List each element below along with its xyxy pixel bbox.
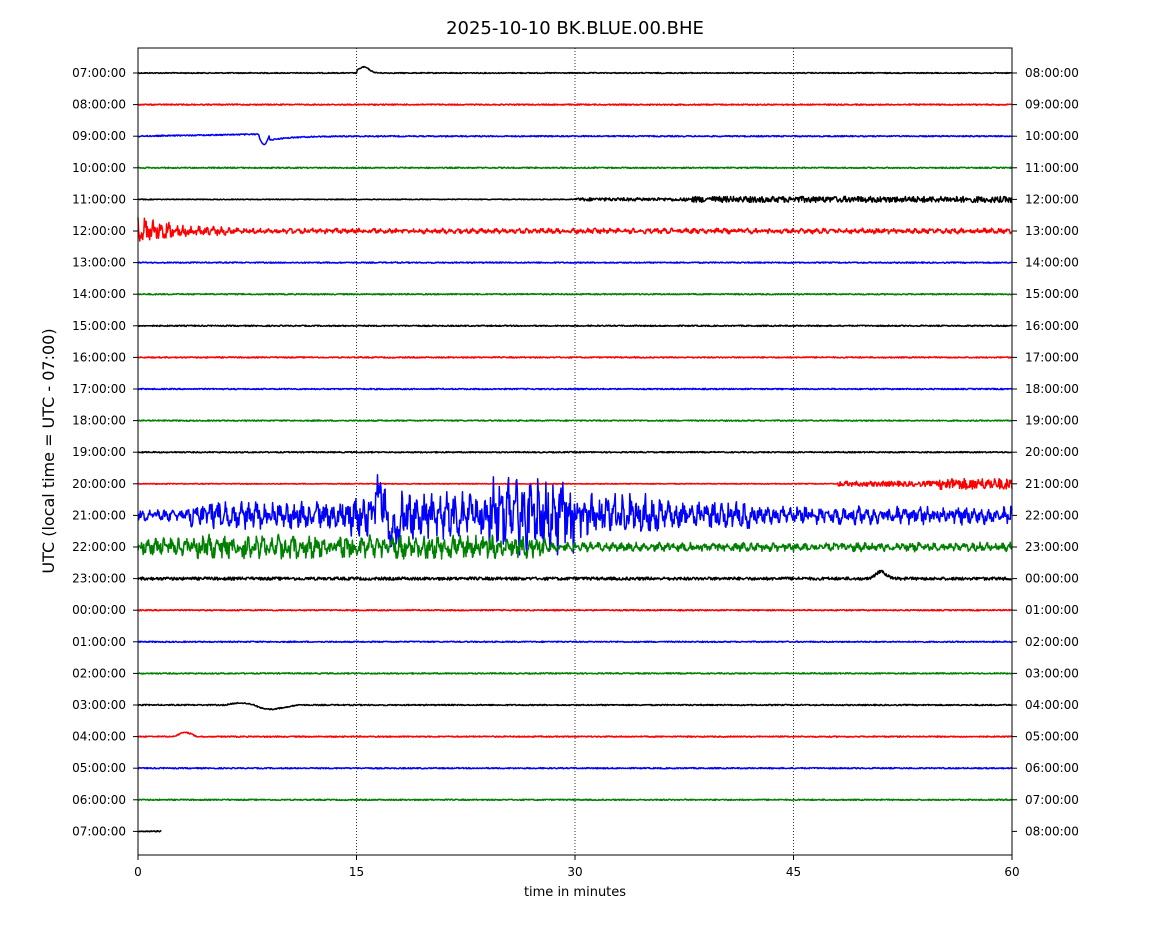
- trace-row-19: [137, 672, 1013, 675]
- grid-layer: [356, 48, 794, 855]
- y-tick-label-left: 13:00:00: [72, 256, 126, 270]
- traces-layer: [137, 65, 1013, 833]
- y-tick-label-right: 16:00:00: [1025, 319, 1079, 333]
- x-axis-ticks: 0 15 30 45 60: [134, 855, 1020, 879]
- y-tick-label-right: 20:00:00: [1025, 445, 1079, 459]
- y-tick-label-left: 11:00:00: [72, 192, 126, 206]
- y-tick-label-left: 04:00:00: [72, 730, 126, 744]
- y-tick-label-right: 19:00:00: [1025, 414, 1079, 428]
- y-tick-label-left: 16:00:00: [72, 350, 126, 364]
- trace-row-18: [137, 640, 1013, 644]
- y-tick-label-right: 17:00:00: [1025, 350, 1079, 364]
- trace-row-16: [137, 569, 1013, 581]
- trace-row-10: [137, 387, 1013, 391]
- trace-row-4: [137, 195, 1013, 204]
- trace-row-24: [137, 830, 162, 833]
- y-tick-label-left: 08:00:00: [72, 98, 126, 112]
- y-tick-label-left: 01:00:00: [72, 635, 126, 649]
- y-tick-label-right: 01:00:00: [1025, 603, 1079, 617]
- trace-row-5: [137, 217, 1013, 242]
- trace-row-15: [137, 533, 1013, 560]
- y-tick-label-left: 10:00:00: [72, 161, 126, 175]
- y-tick-label-right: 08:00:00: [1025, 824, 1079, 838]
- y-tick-label-right: 14:00:00: [1025, 256, 1079, 270]
- y-tick-label-left: 09:00:00: [72, 129, 126, 143]
- y-tick-label-right: 22:00:00: [1025, 508, 1079, 522]
- trace-row-23: [137, 798, 1013, 802]
- y-tick-label-left: 19:00:00: [72, 445, 126, 459]
- y-tick-label-right: 15:00:00: [1025, 287, 1079, 301]
- x-tick-label: 30: [567, 865, 582, 879]
- y-tick-label-left: 12:00:00: [72, 224, 126, 238]
- y-tick-label-right: 11:00:00: [1025, 161, 1079, 175]
- y-tick-label-left: 07:00:00: [72, 824, 126, 838]
- y-tick-label-right: 04:00:00: [1025, 698, 1079, 712]
- y-tick-label-left: 06:00:00: [72, 793, 126, 807]
- x-tick-label: 0: [134, 865, 142, 879]
- x-tick-label: 60: [1004, 865, 1019, 879]
- y-tick-label-left: 17:00:00: [72, 382, 126, 396]
- y-tick-label-right: 00:00:00: [1025, 572, 1079, 586]
- y-tick-label-right: 03:00:00: [1025, 666, 1079, 680]
- y-tick-label-left: 05:00:00: [72, 761, 126, 775]
- y-tick-label-left: 03:00:00: [72, 698, 126, 712]
- trace-row-3: [137, 166, 1013, 170]
- y-tick-label-right: 13:00:00: [1025, 224, 1079, 238]
- trace-row-0: [137, 65, 1013, 75]
- trace-row-9: [137, 356, 1013, 359]
- trace-row-17: [137, 608, 1013, 612]
- y-tick-label-right: 07:00:00: [1025, 793, 1079, 807]
- y-tick-label-right: 18:00:00: [1025, 382, 1079, 396]
- y-tick-label-right: 23:00:00: [1025, 540, 1079, 554]
- y-tick-label-left: 21:00:00: [72, 508, 126, 522]
- y-tick-label-left: 22:00:00: [72, 540, 126, 554]
- x-axis-label: time in minutes: [524, 885, 626, 900]
- y-tick-label-right: 02:00:00: [1025, 635, 1079, 649]
- y-tick-label-left: 07:00:00: [72, 66, 126, 80]
- trace-row-13: [137, 477, 1013, 491]
- x-tick-label: 15: [349, 865, 364, 879]
- x-tick-label: 45: [786, 865, 801, 879]
- y-axis-label: UTC (local time = UTC - 07:00): [39, 328, 58, 573]
- y-tick-label-right: 06:00:00: [1025, 761, 1079, 775]
- trace-row-2: [137, 132, 1013, 146]
- y-tick-label-right: 09:00:00: [1025, 98, 1079, 112]
- y-tick-label-left: 15:00:00: [72, 319, 126, 333]
- plot-frame: [137, 47, 1013, 856]
- chart-title: 2025-10-10 BK.BLUE.00.BHE: [446, 18, 704, 39]
- trace-row-11: [137, 419, 1013, 422]
- trace-row-12: [137, 450, 1013, 454]
- y-tick-label-left: 14:00:00: [72, 287, 126, 301]
- y-tick-label-left: 20:00:00: [72, 477, 126, 491]
- y-tick-label-right: 08:00:00: [1025, 66, 1079, 80]
- trace-row-14: [137, 474, 1013, 556]
- y-tick-label-left: 00:00:00: [72, 603, 126, 617]
- trace-row-8: [137, 324, 1013, 328]
- trace-row-7: [137, 292, 1013, 296]
- trace-row-21: [137, 731, 1013, 738]
- trace-row-20: [137, 701, 1013, 711]
- y-tick-label-left: 18:00:00: [72, 414, 126, 428]
- trace-row-1: [137, 103, 1013, 106]
- y-tick-label-right: 12:00:00: [1025, 192, 1079, 206]
- y-tick-labels-left: 07:00:00 08:00:00 09:00:00 10:00:00 11:00:00…: [72, 66, 138, 838]
- y-tick-label-left: 23:00:00: [72, 572, 126, 586]
- y-tick-label-right: 21:00:00: [1025, 477, 1079, 491]
- y-tick-label-right: 05:00:00: [1025, 730, 1079, 744]
- y-tick-labels-right: 08:00:00 09:00:00 10:00:00 11:00:00 12:00:00…: [1012, 66, 1079, 838]
- trace-row-6: [137, 261, 1013, 264]
- y-tick-label-left: 02:00:00: [72, 666, 126, 680]
- y-tick-label-right: 10:00:00: [1025, 129, 1079, 143]
- trace-row-22: [137, 766, 1013, 770]
